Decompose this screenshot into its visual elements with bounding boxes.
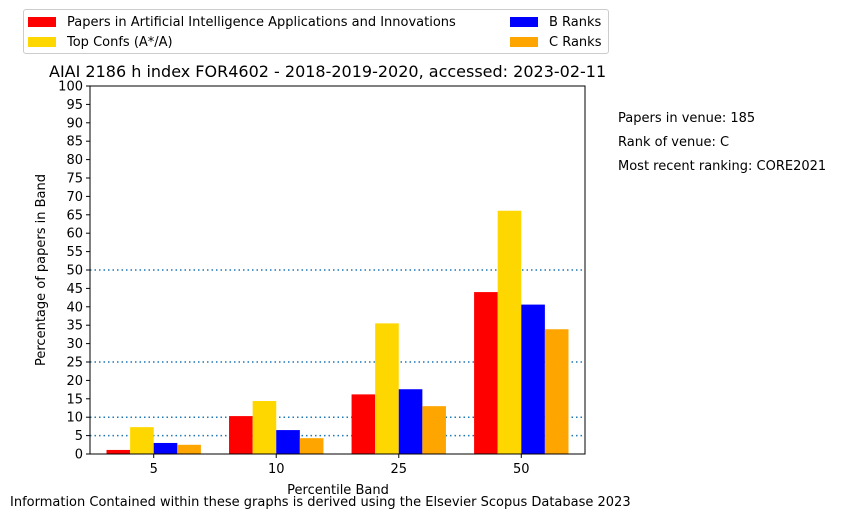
x-axis: 5 10 25 50: [150, 454, 530, 477]
bar-series2-10: [276, 430, 300, 454]
bar-series1-10: [252, 401, 277, 454]
y-tick-label-15: 15: [66, 392, 83, 407]
bar-series0-10: [229, 416, 253, 454]
y-tick-label-100: 100: [58, 80, 83, 95]
papers-in-venue: Papers in venue: 185: [618, 111, 756, 126]
x-tick-label-50: 50: [513, 462, 530, 477]
most-recent-ranking: Most recent ranking: CORE2021: [618, 159, 827, 174]
bar-series1-50: [497, 210, 522, 454]
y-tick-label-80: 80: [66, 153, 83, 168]
bar-series1-25: [375, 323, 399, 454]
bar-series2-50: [521, 304, 545, 454]
x-tick-label-5: 5: [150, 462, 158, 477]
y-tick-label-55: 55: [66, 245, 83, 260]
x-axis-label: Percentile Band: [287, 483, 389, 498]
y-tick-label-75: 75: [66, 172, 83, 187]
y-tick-label-10: 10: [66, 411, 83, 426]
bar-series3-50: [544, 329, 569, 454]
bars: [106, 210, 569, 454]
bar-series3-5: [177, 444, 201, 454]
bar-series2-5: [153, 442, 178, 454]
y-axis-label: Percentage of papers in Band: [34, 174, 49, 366]
legend: Papers in Artificial Intelligence Applic…: [23, 9, 609, 54]
y-axis: 0 5 10 15 20 25 30 35 40 45 50 55 60 65 70 75 80 85 90 95 10…: [58, 80, 90, 463]
y-tick-label-95: 95: [66, 98, 83, 113]
legend-label-b-ranks: B Ranks: [549, 15, 602, 30]
bar-series3-25: [422, 406, 446, 454]
data-source-footer: Information Contained within these graph…: [10, 495, 631, 510]
y-tick-label-20: 20: [66, 374, 83, 389]
legend-item-c-ranks: C Ranks: [510, 35, 601, 50]
legend-swatch-c-ranks: [510, 36, 538, 47]
legend-label-c-ranks: C Ranks: [549, 35, 602, 50]
legend-swatch-top-confs: [28, 36, 56, 47]
y-tick-label-70: 70: [66, 190, 83, 205]
legend-item-b-ranks: B Ranks: [510, 15, 601, 30]
y-tick-label-30: 30: [66, 337, 83, 352]
y-tick-label-60: 60: [66, 227, 83, 242]
plot-frame: [89, 85, 586, 455]
y-tick-label-85: 85: [66, 135, 83, 150]
legend-label-top-confs: Top Confs (A*/A): [67, 35, 173, 50]
y-tick-label-0: 0: [75, 448, 83, 463]
legend-item-papers: Papers in Artificial Intelligence Applic…: [28, 15, 456, 30]
bar-series3-10: [299, 438, 324, 454]
y-tick-label-90: 90: [66, 116, 83, 131]
y-tick-label-40: 40: [66, 300, 83, 315]
x-tick-label-25: 25: [390, 462, 407, 477]
bar-series1-5: [130, 427, 154, 454]
chart-title: AIAI 2186 h index FOR4602 - 2018-2019-20…: [49, 62, 607, 81]
rank-of-venue: Rank of venue: C: [618, 135, 730, 150]
y-tick-label-65: 65: [66, 208, 83, 223]
bar-series0-5: [106, 449, 131, 454]
y-tick-label-5: 5: [75, 429, 83, 444]
legend-swatch-papers: [28, 16, 56, 27]
bar-series2-25: [398, 389, 423, 454]
y-tick-label-25: 25: [66, 356, 83, 371]
reference-lines: [90, 269, 585, 437]
x-tick-label-10: 10: [268, 462, 285, 477]
y-tick-label-50: 50: [66, 264, 83, 279]
bar-series0-50: [474, 292, 498, 454]
bar-series0-25: [351, 394, 376, 454]
legend-item-top-confs: Top Confs (A*/A): [28, 35, 173, 50]
legend-swatch-b-ranks: [510, 16, 538, 27]
y-tick-label-45: 45: [66, 282, 83, 297]
y-tick-label-35: 35: [66, 319, 83, 334]
legend-label-papers: Papers in Artificial Intelligence Applic…: [67, 15, 456, 30]
